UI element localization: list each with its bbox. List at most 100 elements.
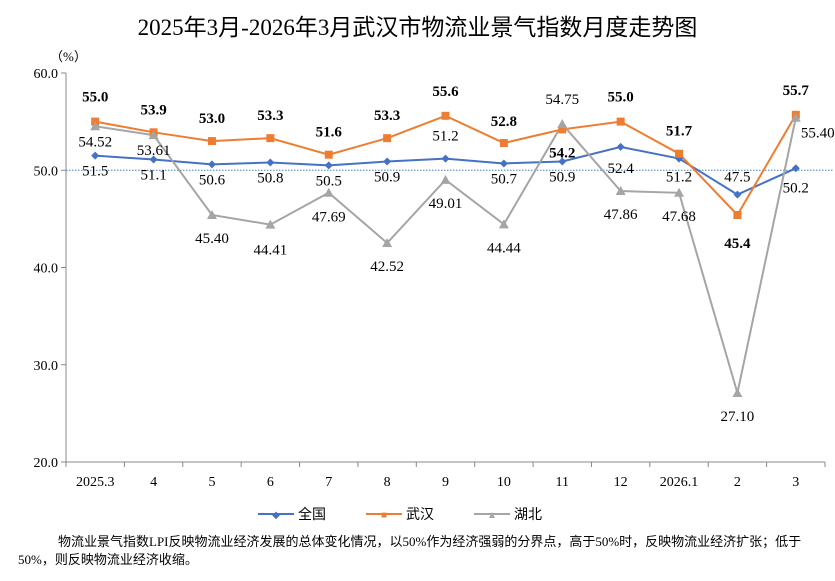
data-point-marker [207, 160, 216, 169]
data-label: 53.9 [140, 102, 166, 118]
data-label: 50.8 [257, 170, 283, 186]
data-label: 50.9 [374, 169, 400, 185]
svg-text:◆: ◆ [272, 510, 280, 520]
data-label: 49.01 [429, 196, 463, 212]
legend-item-湖北: ▲ 湖北 [474, 504, 542, 524]
data-point-marker [148, 130, 159, 140]
data-point-marker [324, 150, 333, 159]
plot-area: 20.0 30.0 40.0 50.0 60.0 2025.3 4 5 6 7 8 9 10 11 12 20… [34, 67, 835, 490]
x-tick-label: 3 [792, 475, 799, 490]
data-point-marker [790, 112, 801, 122]
y-tick-label: 50.0 [34, 164, 59, 179]
data-label: 53.3 [257, 108, 283, 124]
data-label: 53.0 [199, 111, 225, 127]
data-label: 44.44 [487, 240, 521, 256]
x-tick-label: 9 [442, 475, 449, 490]
data-point-marker [91, 151, 100, 160]
x-tick-label: 7 [325, 475, 332, 490]
data-point-marker [733, 210, 742, 219]
data-point-marker [616, 142, 625, 151]
data-label: 44.41 [253, 243, 287, 259]
x-tick-label: 2026.1 [660, 475, 699, 490]
data-label: 53.61 [137, 143, 171, 159]
data-label: 54.2 [549, 145, 575, 161]
data-label: 50.5 [316, 173, 342, 189]
data-point-marker [733, 190, 742, 199]
data-point-marker [441, 154, 450, 163]
data-point-marker [675, 149, 684, 158]
legend-swatch: ▲ [474, 510, 510, 520]
data-label: 47.5 [724, 170, 750, 186]
x-tick-label: 12 [614, 475, 628, 490]
data-point-marker [674, 187, 685, 197]
data-label: 45.40 [195, 231, 229, 247]
data-point-marker [499, 139, 508, 148]
y-tick-label: 20.0 [34, 456, 59, 471]
data-point-marker [615, 186, 626, 196]
data-point-marker [383, 134, 392, 143]
chart-title: 2025年3月-2026年3月武汉市物流业景气指数月度走势图 [137, 15, 698, 40]
data-point-marker [149, 155, 158, 164]
y-tick-label: 40.0 [34, 262, 59, 277]
legend-item-武汉: ■ 武汉 [366, 504, 434, 524]
data-point-marker [382, 237, 393, 247]
svg-text:▲: ▲ [487, 510, 497, 520]
x-tick-label: 10 [497, 475, 511, 490]
legend-label: 全国 [298, 508, 326, 523]
data-label: 52.4 [608, 161, 635, 177]
data-point-marker [383, 157, 392, 166]
data-label: 55.7 [783, 83, 810, 99]
data-point-marker [266, 134, 275, 143]
x-tick-label: 4 [150, 475, 157, 490]
data-point-marker [498, 219, 509, 229]
data-point-marker [441, 111, 450, 120]
data-label: 55.40 [801, 126, 835, 142]
data-label: 55.0 [608, 90, 634, 106]
legend-label: 武汉 [406, 508, 434, 523]
data-point-marker [266, 158, 275, 167]
data-label: 45.4 [724, 236, 751, 252]
data-label: 54.52 [78, 134, 112, 150]
x-tick-label: 5 [208, 475, 215, 490]
data-point-marker [323, 187, 334, 197]
data-label: 27.10 [721, 409, 755, 425]
data-point-marker [558, 157, 567, 166]
data-point-marker [557, 119, 568, 129]
data-label: 47.86 [604, 207, 638, 223]
data-point-marker [324, 161, 333, 170]
data-label: 51.5 [82, 164, 108, 180]
data-label: 53.3 [374, 108, 400, 124]
data-label: 51.6 [316, 125, 343, 141]
y-tick-label: 30.0 [34, 359, 59, 374]
data-label: 51.2 [666, 170, 692, 186]
y-axis-unit: （%） [50, 49, 87, 64]
data-point-marker [616, 117, 625, 126]
data-label: 55.6 [432, 84, 459, 100]
x-tick-label: 11 [556, 475, 569, 490]
data-point-marker [440, 174, 451, 184]
data-point-marker [90, 121, 101, 131]
legend-item-全国: ◆ 全国 [258, 504, 326, 524]
footnote: 物流业景气指数LPI反映物流业经济发展的总体变化情况，以50%作为经济强弱的分界… [18, 534, 802, 567]
data-label: 51.2 [432, 129, 458, 145]
legend-swatch: ◆ [258, 510, 294, 520]
data-label: 51.1 [140, 168, 166, 184]
legend-swatch: ■ [366, 510, 402, 520]
data-label: 47.68 [662, 209, 696, 225]
x-tick-label: 2 [734, 475, 741, 490]
y-tick-label: 60.0 [34, 67, 59, 82]
data-label: 50.7 [491, 171, 518, 187]
data-point-marker [558, 125, 567, 134]
data-point-marker [206, 209, 217, 219]
legend: ◆ 全国 ■ 武汉 ▲ 湖北 [258, 504, 542, 524]
data-label: 50.2 [783, 180, 809, 196]
data-label: 51.7 [666, 124, 693, 140]
legend-label: 湖北 [514, 508, 542, 523]
data-point-marker [265, 219, 276, 229]
data-label: 42.52 [370, 259, 404, 275]
data-label: 55.0 [82, 90, 108, 106]
svg-text:■: ■ [381, 510, 387, 520]
data-label: 54.75 [545, 92, 579, 108]
x-tick-label: 2025.3 [76, 475, 115, 490]
